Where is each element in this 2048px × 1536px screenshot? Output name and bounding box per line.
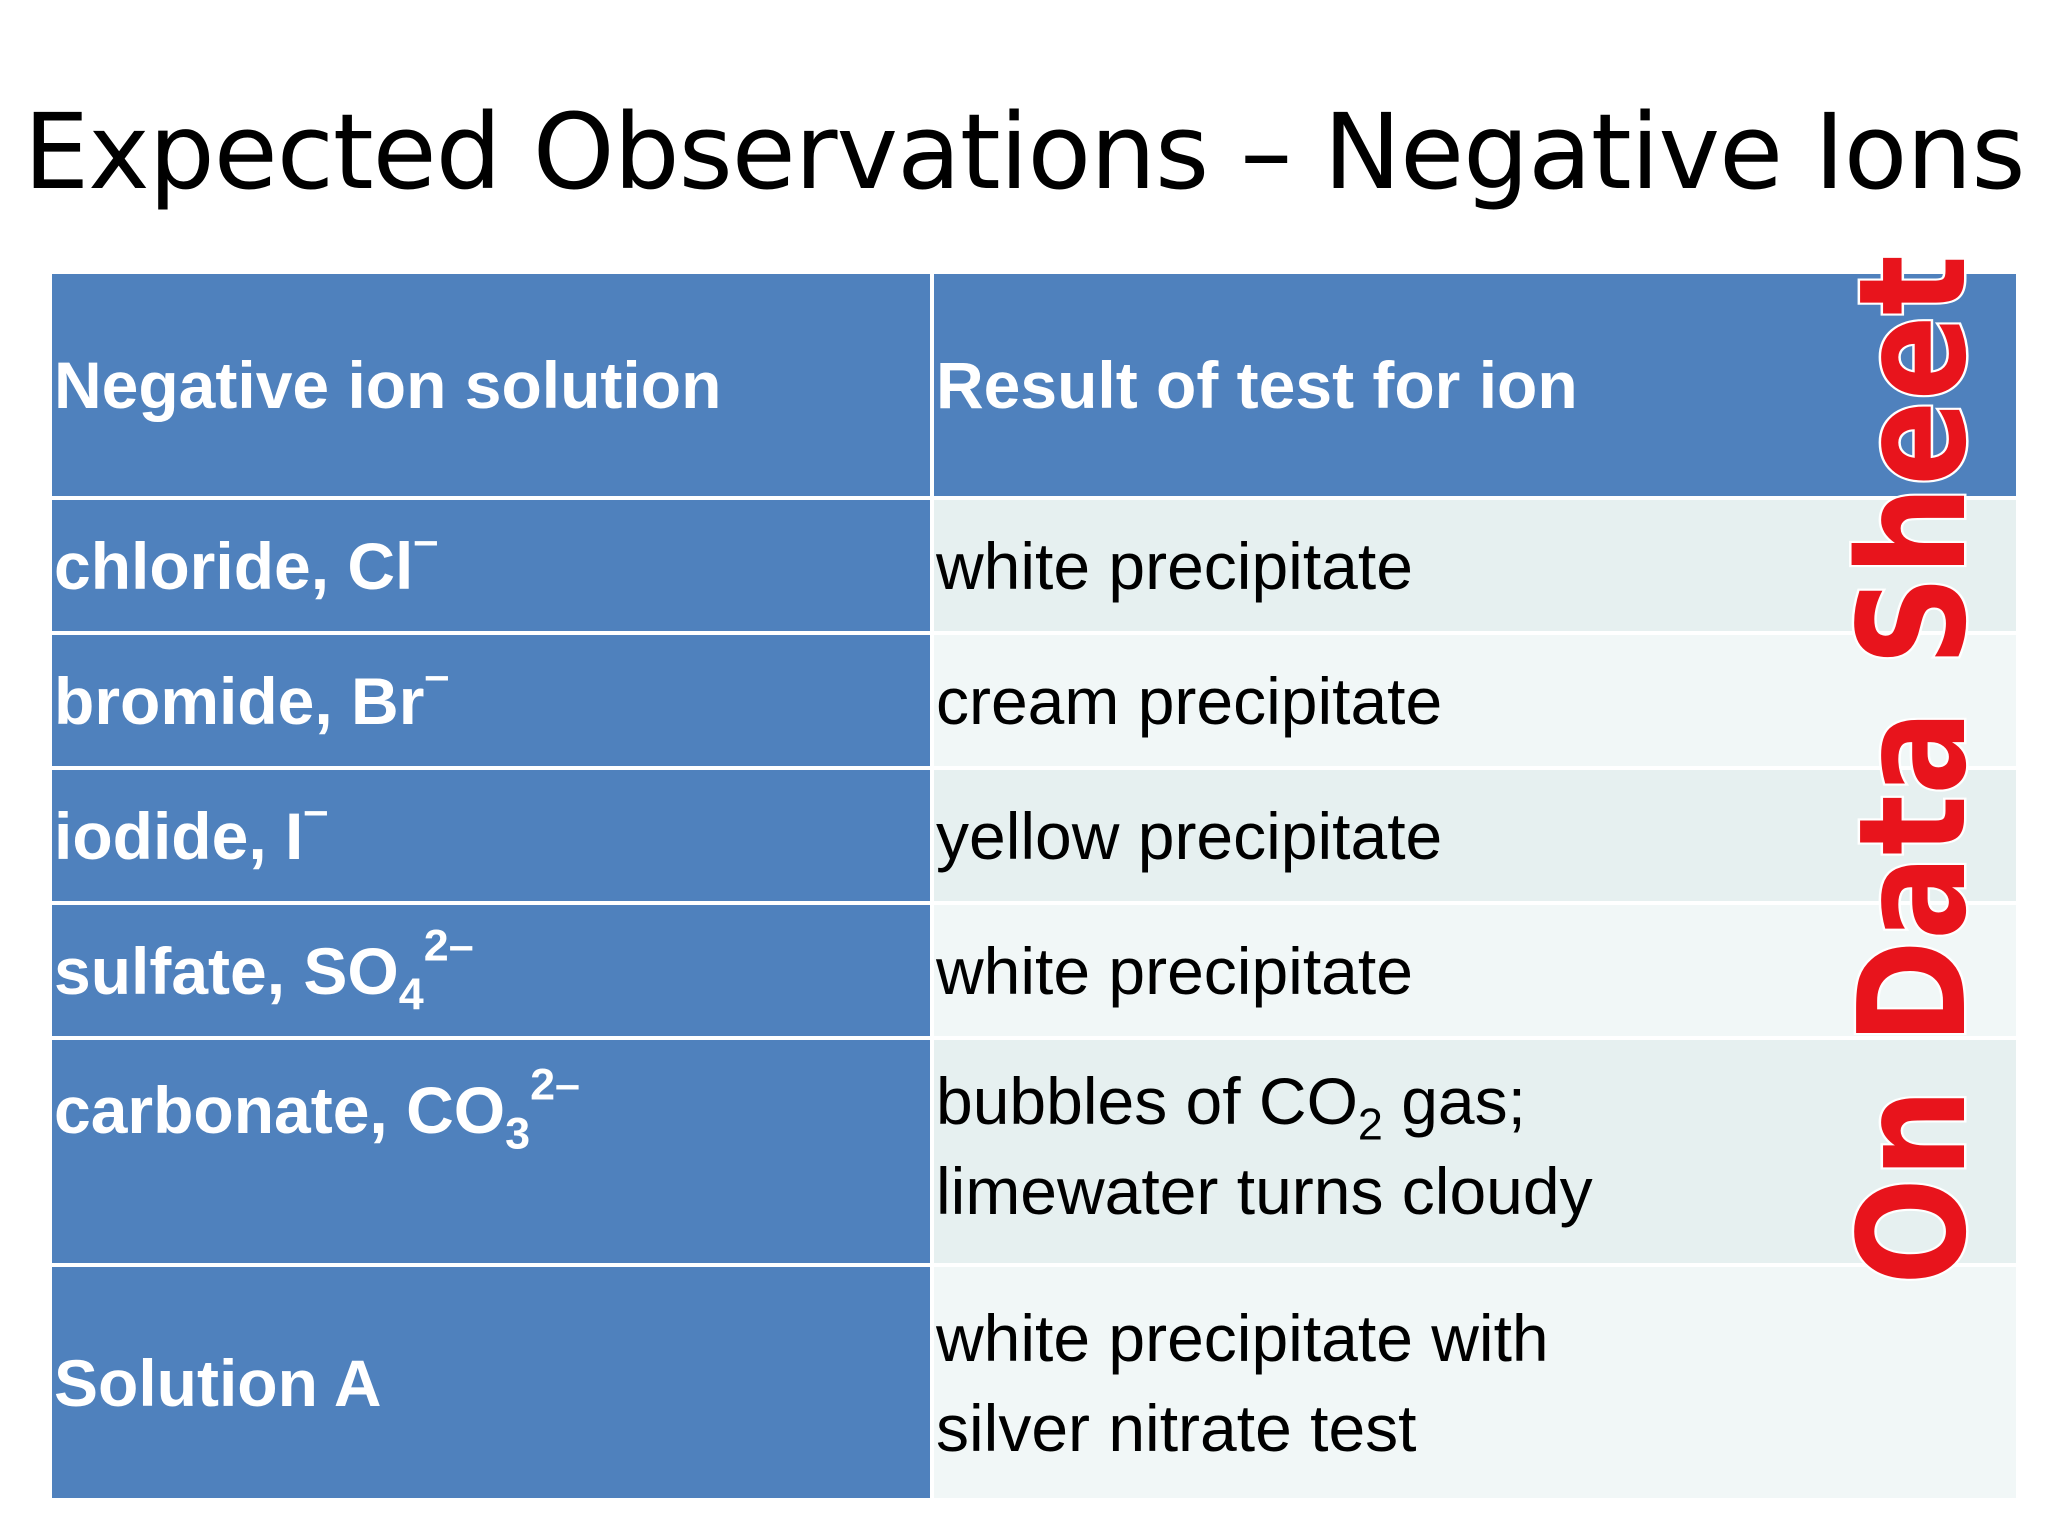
ion-cell: Solution A bbox=[52, 1267, 930, 1498]
result-cell: white precipitate bbox=[934, 500, 2016, 631]
on-data-sheet-stamp: On Data Sheet bbox=[1846, 255, 1986, 1285]
result-text-line-2: silver nitrate test bbox=[936, 1390, 1417, 1465]
ion-cell: sulfate, SO42– bbox=[52, 905, 930, 1036]
row-divider bbox=[52, 901, 2016, 905]
result-cell: bubbles of CO2 gas; limewater turns clou… bbox=[934, 1040, 2016, 1263]
ion-cell: bromide, Br– bbox=[52, 635, 930, 766]
table-header-row: Negative ion solution Result of test for… bbox=[52, 274, 2016, 496]
row-divider bbox=[52, 1263, 2016, 1267]
result-text: cream precipitate bbox=[936, 663, 1443, 738]
row-divider bbox=[52, 766, 2016, 770]
on-data-sheet-stamp-text: On Data Sheet bbox=[1846, 255, 1986, 1285]
ion-cell: carbonate, CO32– bbox=[52, 1040, 930, 1263]
result-cell: white precipitate with silver nitrate te… bbox=[934, 1267, 2016, 1498]
ion-label: bromide, Br– bbox=[54, 648, 450, 738]
table-row: bromide, Br– cream precipitate bbox=[52, 635, 2016, 766]
row-divider bbox=[52, 1036, 2016, 1040]
ion-label: Solution A bbox=[54, 1345, 382, 1420]
result-cell: white precipitate bbox=[934, 905, 2016, 1036]
ion-cell: iodide, I– bbox=[52, 770, 930, 901]
result-text: yellow precipitate bbox=[936, 798, 1443, 873]
ion-label: carbonate, CO32– bbox=[54, 1058, 580, 1159]
row-divider bbox=[52, 496, 2016, 500]
column-divider bbox=[930, 274, 934, 1498]
result-cell: cream precipitate bbox=[934, 635, 2016, 766]
result-text: white precipitate bbox=[936, 528, 1413, 603]
result-text-line-2: limewater turns cloudy bbox=[936, 1154, 1593, 1228]
ion-label: sulfate, SO42– bbox=[54, 918, 474, 1020]
row-divider bbox=[52, 631, 2016, 635]
table-row: Solution A white precipitate with silver… bbox=[52, 1267, 2016, 1498]
result-text-line-1: white precipitate with bbox=[936, 1300, 1549, 1375]
slide-title: Expected Observations – Negative Ions bbox=[23, 91, 2025, 213]
ion-label: iodide, I– bbox=[54, 783, 329, 873]
header-ion-solution-label: Negative ion solution bbox=[54, 348, 722, 422]
ion-test-table: Negative ion solution Result of test for… bbox=[52, 274, 2016, 1498]
table-row: iodide, I– yellow precipitate bbox=[52, 770, 2016, 901]
ion-cell: chloride, Cl– bbox=[52, 500, 930, 631]
result-text: white precipitate bbox=[936, 933, 1413, 1008]
table-row: chloride, Cl– white precipitate bbox=[52, 500, 2016, 631]
table-row: sulfate, SO42– white precipitate bbox=[52, 905, 2016, 1036]
header-test-result: Result of test for ion bbox=[934, 274, 2016, 496]
ion-label: chloride, Cl– bbox=[54, 513, 439, 603]
header-test-result-label: Result of test for ion bbox=[936, 348, 1578, 422]
table-row: carbonate, CO32– bubbles of CO2 gas; lim… bbox=[52, 1040, 2016, 1263]
result-text-line-1: bubbles of CO2 gas; bbox=[936, 1064, 1526, 1150]
result-cell: yellow precipitate bbox=[934, 770, 2016, 901]
header-ion-solution: Negative ion solution bbox=[52, 274, 930, 496]
